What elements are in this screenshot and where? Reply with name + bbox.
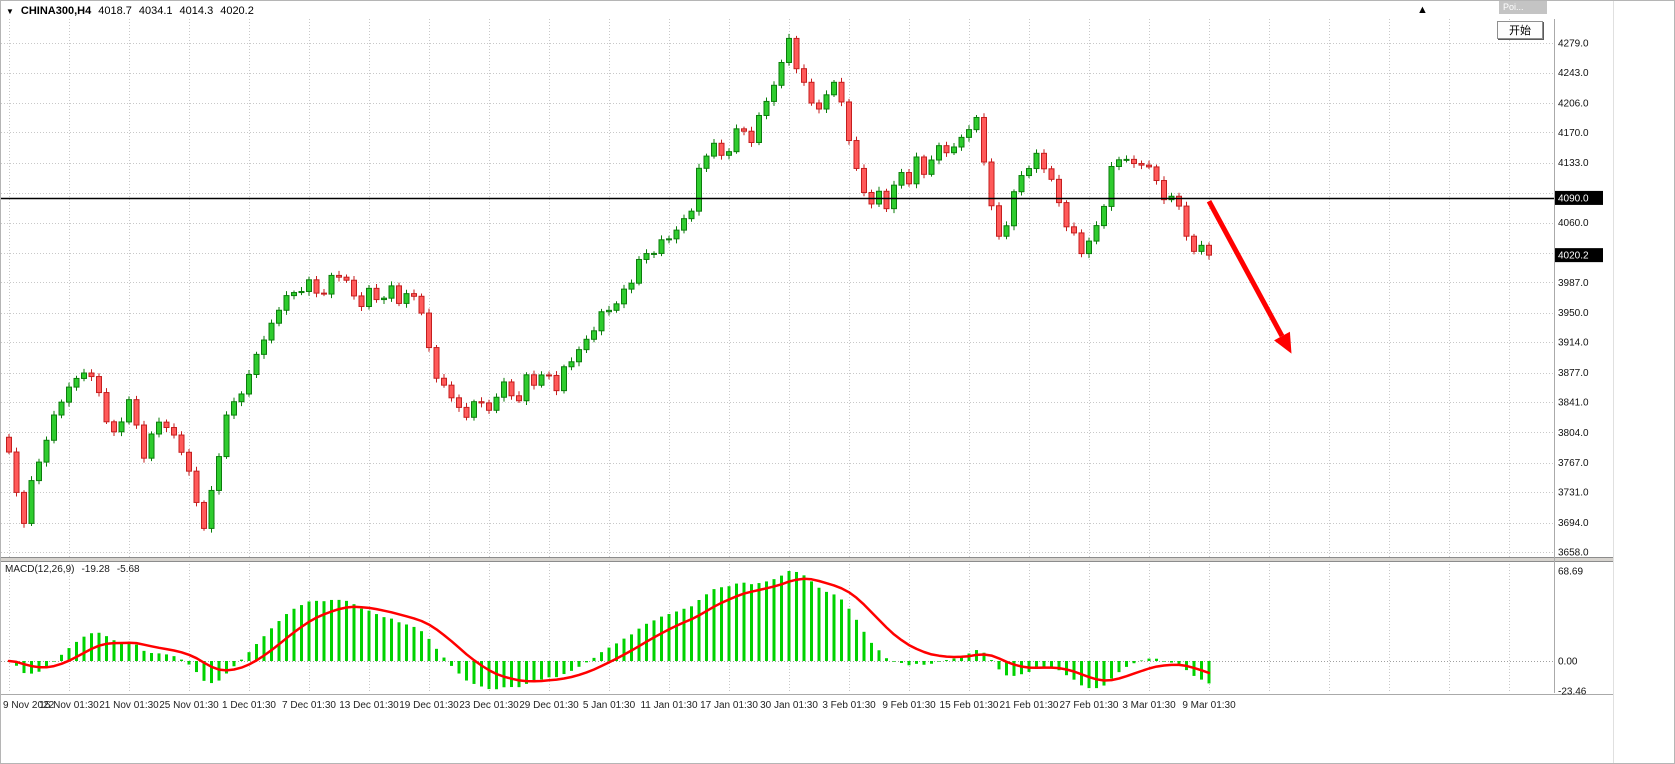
svg-text:23 Dec 01:30: 23 Dec 01:30	[459, 700, 519, 711]
svg-text:15 Nov 01:30: 15 Nov 01:30	[39, 700, 99, 711]
macd-indicator-label: MACD(12,26,9) -19.28 -5.68	[5, 564, 140, 575]
tooltip-poi: Poi...	[1499, 1, 1547, 14]
svg-text:-23.46: -23.46	[1558, 687, 1587, 698]
svg-text:29 Dec 01:30: 29 Dec 01:30	[519, 700, 579, 711]
ohlc-low: 4014.3	[179, 5, 214, 17]
svg-text:21 Feb 01:30: 21 Feb 01:30	[1000, 700, 1059, 711]
symbol-dropdown-icon[interactable]: ▼	[6, 6, 14, 16]
macd-layer	[1, 571, 1554, 690]
svg-text:9 Mar 01:30: 9 Mar 01:30	[1182, 700, 1236, 711]
svg-text:7 Dec 01:30: 7 Dec 01:30	[282, 700, 336, 711]
ohlc-high: 4034.1	[138, 5, 173, 17]
svg-text:11 Jan 01:30: 11 Jan 01:30	[640, 700, 698, 711]
macd-value: -19.28	[81, 564, 110, 575]
symbol-title: CHINA300,H4	[20, 5, 92, 17]
chart-header: ▼ CHINA300,H4 4018.7 4034.1 4014.3 4020.…	[6, 5, 254, 17]
svg-text:4060.0: 4060.0	[1558, 218, 1589, 229]
up-triangle-marker: ▲	[1417, 4, 1428, 16]
svg-text:19 Dec 01:30: 19 Dec 01:30	[399, 700, 459, 711]
start-button[interactable]: 开始	[1497, 21, 1543, 39]
svg-text:3 Feb 01:30: 3 Feb 01:30	[822, 700, 876, 711]
svg-text:21 Nov 01:30: 21 Nov 01:30	[99, 700, 159, 711]
svg-text:4170.0: 4170.0	[1558, 128, 1589, 139]
trend-arrow[interactable]	[1206, 200, 1292, 354]
svg-text:1 Dec 01:30: 1 Dec 01:30	[222, 700, 276, 711]
svg-text:4020.2: 4020.2	[1558, 251, 1589, 262]
svg-text:9 Feb 01:30: 9 Feb 01:30	[882, 700, 936, 711]
svg-text:4206.0: 4206.0	[1558, 98, 1589, 109]
svg-text:3914.0: 3914.0	[1558, 338, 1589, 349]
svg-text:17 Jan 01:30: 17 Jan 01:30	[700, 700, 758, 711]
panel-splitter[interactable]	[1, 557, 1613, 695]
svg-text:9 Nov 2022: 9 Nov 2022	[3, 700, 55, 711]
svg-text:5 Jan 01:30: 5 Jan 01:30	[583, 700, 636, 711]
svg-text:3694.0: 3694.0	[1558, 518, 1589, 529]
macd-signal-value: -5.68	[116, 564, 140, 575]
svg-text:3950.0: 3950.0	[1558, 308, 1589, 319]
svg-text:3731.0: 3731.0	[1558, 488, 1589, 499]
grid-layer	[1, 19, 1554, 693]
svg-text:68.69: 68.69	[1558, 567, 1583, 578]
svg-text:25 Nov 01:30: 25 Nov 01:30	[159, 700, 219, 711]
svg-text:3877.0: 3877.0	[1558, 368, 1589, 379]
macd-name: MACD(12,26,9)	[5, 564, 75, 575]
svg-text:0.00: 0.00	[1558, 657, 1578, 668]
ohlc-open: 4018.7	[98, 5, 132, 17]
svg-text:15 Feb 01:30: 15 Feb 01:30	[940, 700, 999, 711]
svg-text:3658.0: 3658.0	[1558, 548, 1589, 559]
svg-text:30 Jan 01:30: 30 Jan 01:30	[760, 700, 818, 711]
svg-text:3841.0: 3841.0	[1558, 398, 1589, 409]
svg-text:4243.0: 4243.0	[1558, 68, 1589, 79]
svg-text:4279.0: 4279.0	[1558, 38, 1589, 49]
macd-signal-line	[7, 577, 1211, 683]
price-axis: 4279.0 4243.0 4206.0 4170.0 4133.0 4060.0 3987…	[1554, 1, 1614, 763]
candles-layer	[6, 33, 1212, 533]
svg-text:4090.0: 4090.0	[1558, 193, 1589, 204]
svg-text:3 Mar 01:30: 3 Mar 01:30	[1122, 700, 1176, 711]
svg-text:4133.0: 4133.0	[1558, 158, 1589, 169]
svg-text:27 Feb 01:30: 27 Feb 01:30	[1060, 700, 1119, 711]
svg-text:3767.0: 3767.0	[1558, 458, 1589, 469]
svg-text:3804.0: 3804.0	[1558, 428, 1589, 439]
svg-text:3987.0: 3987.0	[1558, 278, 1589, 289]
svg-text:13 Dec 01:30: 13 Dec 01:30	[339, 700, 399, 711]
ohlc-close: 4020.2	[220, 5, 254, 17]
